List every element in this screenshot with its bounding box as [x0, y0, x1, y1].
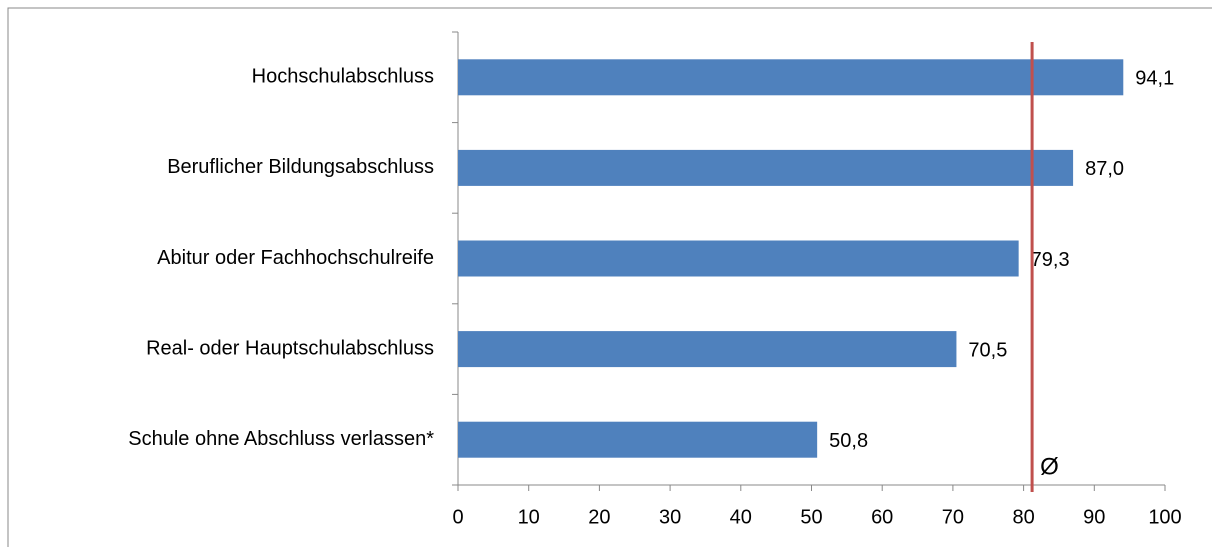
data-label: 50,8	[829, 430, 868, 452]
y-tick-label: Abitur oder Fachhochschulreife	[157, 247, 434, 269]
y-tick-label: Schule ohne Abschluss verlassen*	[128, 428, 434, 450]
data-label: 70,5	[968, 339, 1007, 361]
bar	[458, 149, 1074, 186]
x-tick-label: 90	[1083, 506, 1105, 528]
x-tick-label: 60	[871, 506, 893, 528]
x-tick-label: 80	[1012, 506, 1034, 528]
chart-frame	[7, 7, 1212, 547]
bar	[458, 240, 1019, 277]
x-tick-label: 50	[800, 506, 822, 528]
x-tick-label: 30	[659, 506, 681, 528]
x-tick-label: 0	[452, 506, 463, 528]
bar	[458, 331, 957, 368]
x-tick-label: 100	[1148, 506, 1181, 528]
average-label: Ø	[1040, 453, 1059, 480]
bar	[458, 59, 1124, 96]
bar	[458, 421, 818, 458]
x-tick-label: 20	[588, 506, 610, 528]
x-tick-label: 40	[730, 506, 752, 528]
y-tick-label: Hochschulabschluss	[252, 66, 434, 88]
y-tick-label: Real- oder Hauptschulabschluss	[146, 337, 434, 359]
x-tick-label: 10	[518, 506, 540, 528]
data-label: 87,0	[1085, 158, 1124, 180]
data-label: 79,3	[1031, 249, 1070, 271]
x-tick-label: 70	[942, 506, 964, 528]
data-label: 94,1	[1135, 68, 1174, 90]
y-tick-label: Beruflicher Bildungsabschluss	[167, 156, 434, 178]
